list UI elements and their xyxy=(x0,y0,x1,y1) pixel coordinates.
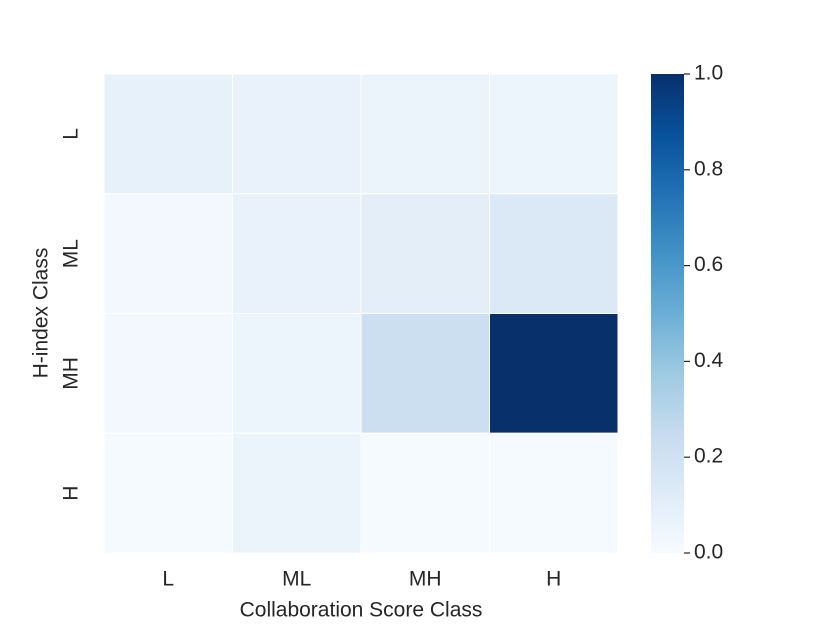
heatmap-cell xyxy=(232,193,362,314)
heatmap-cell xyxy=(489,73,619,195)
colorbar-tick-label: 0.8 xyxy=(694,157,723,180)
y-tick-label: MH xyxy=(60,357,83,390)
x-axis-label: Collaboration Score Class xyxy=(240,599,483,622)
heatmap-cell xyxy=(489,193,619,314)
x-tick-label: ML xyxy=(282,568,311,591)
y-tick-label: H xyxy=(60,486,83,501)
heatmap-cell xyxy=(103,73,233,195)
colorbar-tick-label: 0.4 xyxy=(694,349,724,372)
heatmap-cell xyxy=(360,73,490,195)
heatmap-cell xyxy=(489,313,619,434)
x-tick-label: MH xyxy=(409,568,442,591)
y-axis-label: H-index Class xyxy=(30,248,53,379)
y-tick-label: ML xyxy=(60,239,83,268)
colorbar-tick-label: 0.6 xyxy=(694,253,723,276)
heatmap-cell xyxy=(232,73,362,195)
heatmap-cell xyxy=(103,313,233,434)
x-tick-label: H xyxy=(546,568,561,591)
heatmap-cell xyxy=(360,432,490,554)
heatmap-cell xyxy=(360,313,490,434)
colorbar-tick-label: 1.0 xyxy=(694,62,723,85)
colorbar xyxy=(651,74,684,553)
heatmap-cell xyxy=(232,313,362,434)
heatmap-cell xyxy=(360,193,490,314)
heatmap-cell xyxy=(232,432,362,554)
heatmap-cell xyxy=(103,432,233,554)
heatmap-cell xyxy=(489,432,619,554)
x-tick-label: L xyxy=(162,568,174,591)
heatmap-cell xyxy=(103,193,233,314)
colorbar-tick-label: 0.0 xyxy=(694,541,723,564)
colorbar-tick-label: 0.2 xyxy=(694,445,723,468)
y-tick-label: L xyxy=(60,128,83,140)
